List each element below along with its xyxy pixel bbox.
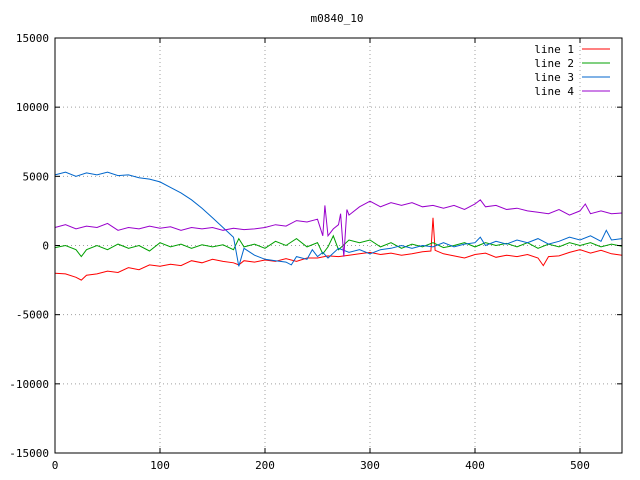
series-line-2 <box>54 234 623 258</box>
x-tick-label: 400 <box>465 459 485 472</box>
chart-title: m0840_10 <box>311 12 364 25</box>
legend-label-3: line 3 <box>534 71 574 84</box>
legend-label-4: line 4 <box>534 85 574 98</box>
y-tick-label: 5000 <box>23 170 50 183</box>
y-tick-label: 0 <box>42 240 49 253</box>
y-tick-label: -15000 <box>9 447 49 460</box>
axis-ticks: 0 100 200 300 400 500 -15000 -10000 -5000 0 5000 10… <box>9 32 622 472</box>
series-line-4 <box>54 199 623 257</box>
grid-lines <box>55 38 622 453</box>
legend-label-1: line 1 <box>534 43 574 56</box>
x-tick-label: 200 <box>255 459 275 472</box>
legend-label-2: line 2 <box>534 57 574 70</box>
x-tick-label: 0 <box>52 459 59 472</box>
series-lines <box>54 171 623 281</box>
y-tick-label: 10000 <box>16 101 49 114</box>
x-tick-label: 300 <box>360 459 380 472</box>
x-tick-label: 500 <box>570 459 590 472</box>
x-tick-label: 100 <box>150 459 170 472</box>
y-tick-label: -5000 <box>16 309 49 322</box>
y-tick-label: 15000 <box>16 32 49 45</box>
series-line-3 <box>54 171 623 267</box>
y-tick-label: -10000 <box>9 378 49 391</box>
